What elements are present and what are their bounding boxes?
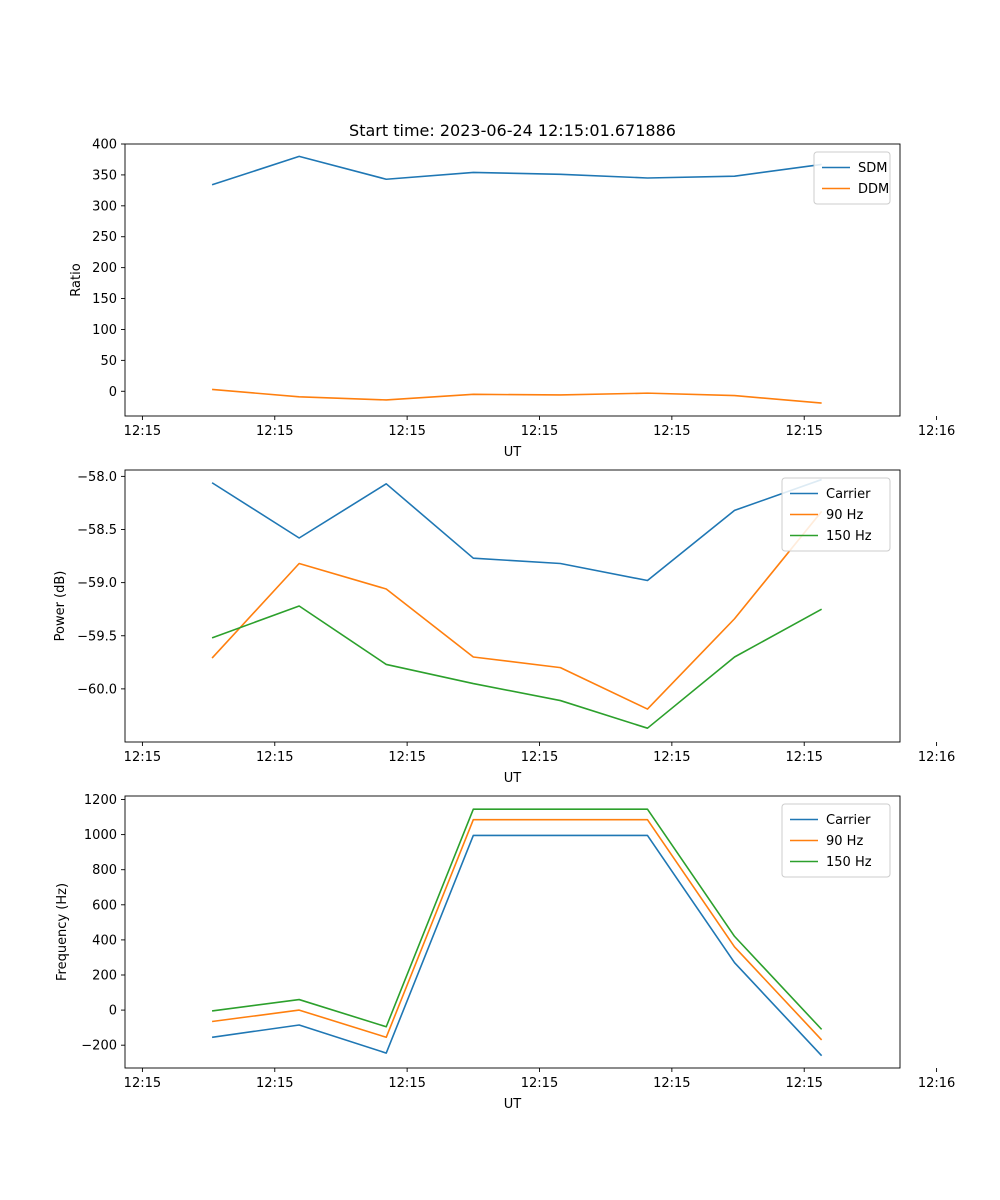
legend: SDM DDM	[813, 151, 891, 205]
y-tick-label: 600	[92, 898, 117, 913]
power-y-axis-label: Power (dB)	[53, 571, 68, 642]
ratio-x-axis-label: UT	[504, 445, 522, 460]
x-tick-label: 12:15	[785, 750, 822, 765]
x-tick-label: 12:15	[124, 750, 161, 765]
y-tick-label: 0	[109, 1004, 117, 1019]
x-tick-label: 12:15	[521, 750, 558, 765]
y-tick-label: 300	[92, 199, 117, 214]
legend-box	[813, 151, 891, 205]
y-tick-label: 100	[92, 323, 117, 338]
y-tick-label: −58.5	[77, 523, 117, 538]
y-tick-label: −200	[81, 1039, 117, 1054]
x-tick-label: 12:15	[124, 1076, 161, 1091]
legend-box	[781, 477, 891, 552]
frequency-x-axis-label: UT	[504, 1097, 522, 1112]
y-tick-label: 250	[92, 230, 117, 245]
frequency-panel: 12:15 12:15 12:15 12:15 12:15 12:15 12:16 −200 0…	[55, 793, 955, 1112]
series-line-carrier	[211, 834, 823, 1057]
y-tick-label: 200	[92, 968, 117, 983]
y-tick-label: 0	[109, 385, 117, 400]
series-line-ddm	[212, 388, 822, 404]
x-tick-label: 12:15	[653, 424, 690, 439]
y-tick-label: −60.0	[77, 682, 117, 697]
series-line-carrier	[211, 478, 822, 582]
y-tick-label: 400	[92, 138, 117, 153]
chart-title: Start time: 2023-06-24 12:15:01.671886	[349, 121, 676, 140]
legend-box	[781, 803, 891, 878]
x-tick-label: 12:15	[256, 1076, 293, 1091]
series-line-90-hz	[211, 818, 823, 1041]
x-tick-label: 12:15	[785, 1076, 822, 1091]
legend-label-carrier: Carrier	[826, 487, 871, 502]
plot-frame	[124, 143, 901, 417]
series-line-90-hz	[211, 510, 823, 710]
legend: Carrier 90 Hz 150 Hz	[781, 477, 891, 552]
y-tick-label: 1200	[84, 793, 117, 808]
legend-label-90-hz: 90 Hz	[826, 834, 863, 849]
legend-label-150-hz: 150 Hz	[826, 855, 872, 870]
legend-label-ddm: DDM	[858, 182, 889, 197]
ratio-panel: Start time: 2023-06-24 12:15:01.671886 1…	[69, 121, 955, 460]
y-tick-label: −59.0	[77, 576, 117, 591]
power-panel: 12:15 12:15 12:15 12:15 12:15 12:15 12:16 −60.0…	[53, 469, 955, 786]
x-tick-label: 12:15	[256, 750, 293, 765]
x-tick-label: 12:15	[521, 424, 558, 439]
frequency-plot-area: 12:15 12:15 12:15 12:15 12:15 12:15 12:16 −200 0…	[81, 793, 955, 1091]
y-tick-label: 800	[92, 863, 117, 878]
legend-label-90-hz: 90 Hz	[826, 508, 863, 523]
x-tick-label: 12:15	[653, 750, 690, 765]
x-tick-label: 12:15	[388, 1076, 425, 1091]
ratio-plot-area: 12:15 12:15 12:15 12:15 12:15 12:15 12:16 0 50 10…	[92, 138, 955, 440]
y-tick-label: 400	[92, 933, 117, 948]
legend-label-150-hz: 150 Hz	[826, 529, 872, 544]
legend-label-carrier: Carrier	[826, 813, 871, 828]
x-tick-label: 12:15	[653, 1076, 690, 1091]
series-line-sdm	[211, 155, 822, 186]
y-tick-label: 350	[92, 168, 117, 183]
x-tick-label: 12:16	[918, 424, 955, 439]
y-tick-label: 200	[92, 261, 117, 276]
x-tick-label: 12:15	[785, 424, 822, 439]
x-tick-label: 12:15	[124, 424, 161, 439]
frequency-y-axis-label: Frequency (Hz)	[55, 883, 70, 981]
plot-frame	[124, 795, 901, 1069]
y-tick-label: 50	[100, 354, 117, 369]
y-tick-label: 150	[92, 292, 117, 307]
x-tick-label: 12:15	[388, 750, 425, 765]
x-tick-label: 12:16	[918, 750, 955, 765]
ratio-y-axis-label: Ratio	[69, 263, 84, 296]
power-x-axis-label: UT	[504, 771, 522, 786]
x-tick-label: 12:16	[918, 1076, 955, 1091]
y-tick-label: −58.0	[77, 470, 117, 485]
x-tick-label: 12:15	[388, 424, 425, 439]
plot-frame	[124, 469, 901, 743]
legend: Carrier 90 Hz 150 Hz	[781, 803, 891, 878]
y-tick-label: 1000	[84, 828, 117, 843]
y-tick-label: −59.5	[77, 629, 117, 644]
legend-label-sdm: SDM	[858, 161, 887, 176]
x-tick-label: 12:15	[521, 1076, 558, 1091]
series-line-150-hz	[211, 605, 823, 729]
power-plot-area: 12:15 12:15 12:15 12:15 12:15 12:15 12:16 −60.0…	[77, 469, 955, 765]
series-line-150-hz	[211, 808, 823, 1030]
x-tick-label: 12:15	[256, 424, 293, 439]
